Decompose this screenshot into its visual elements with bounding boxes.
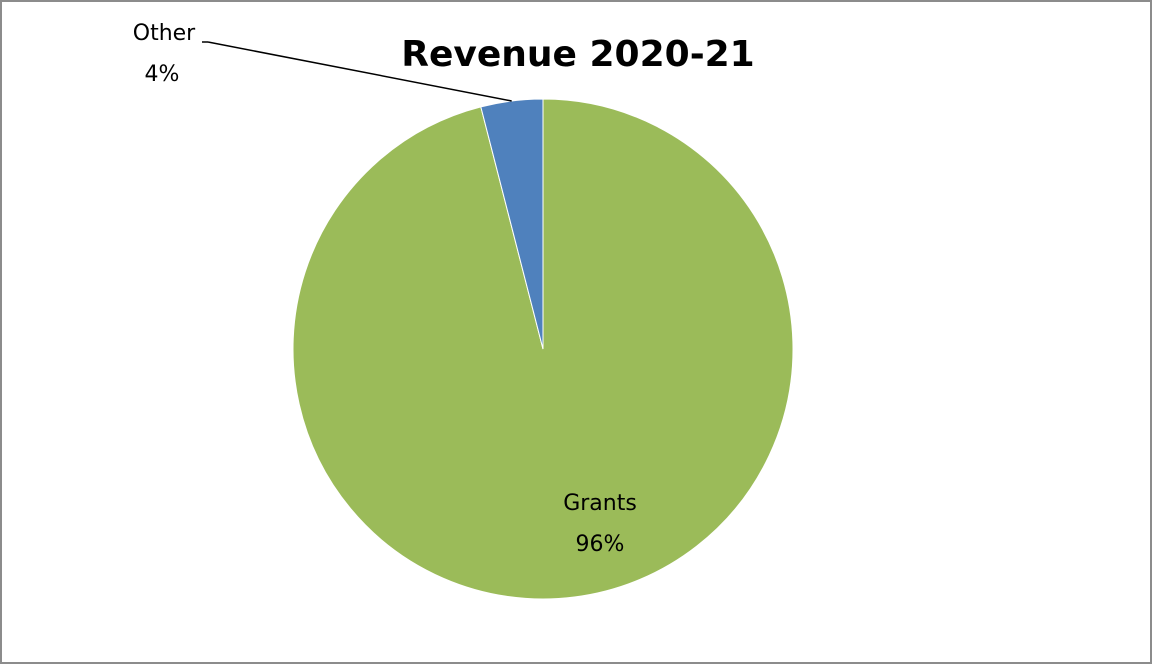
slice-label-other-name: Other [133,21,196,46]
slice-label-grants-name: Grants [563,491,637,516]
chart-title: Revenue 2020-21 [401,34,754,75]
slice-label-other-percent: 4% [145,62,180,87]
pie-slices [292,98,794,600]
other-leader-line [207,41,512,102]
slice-label-grants-percent: 96% [576,532,625,557]
pie-slice-other [480,98,544,350]
